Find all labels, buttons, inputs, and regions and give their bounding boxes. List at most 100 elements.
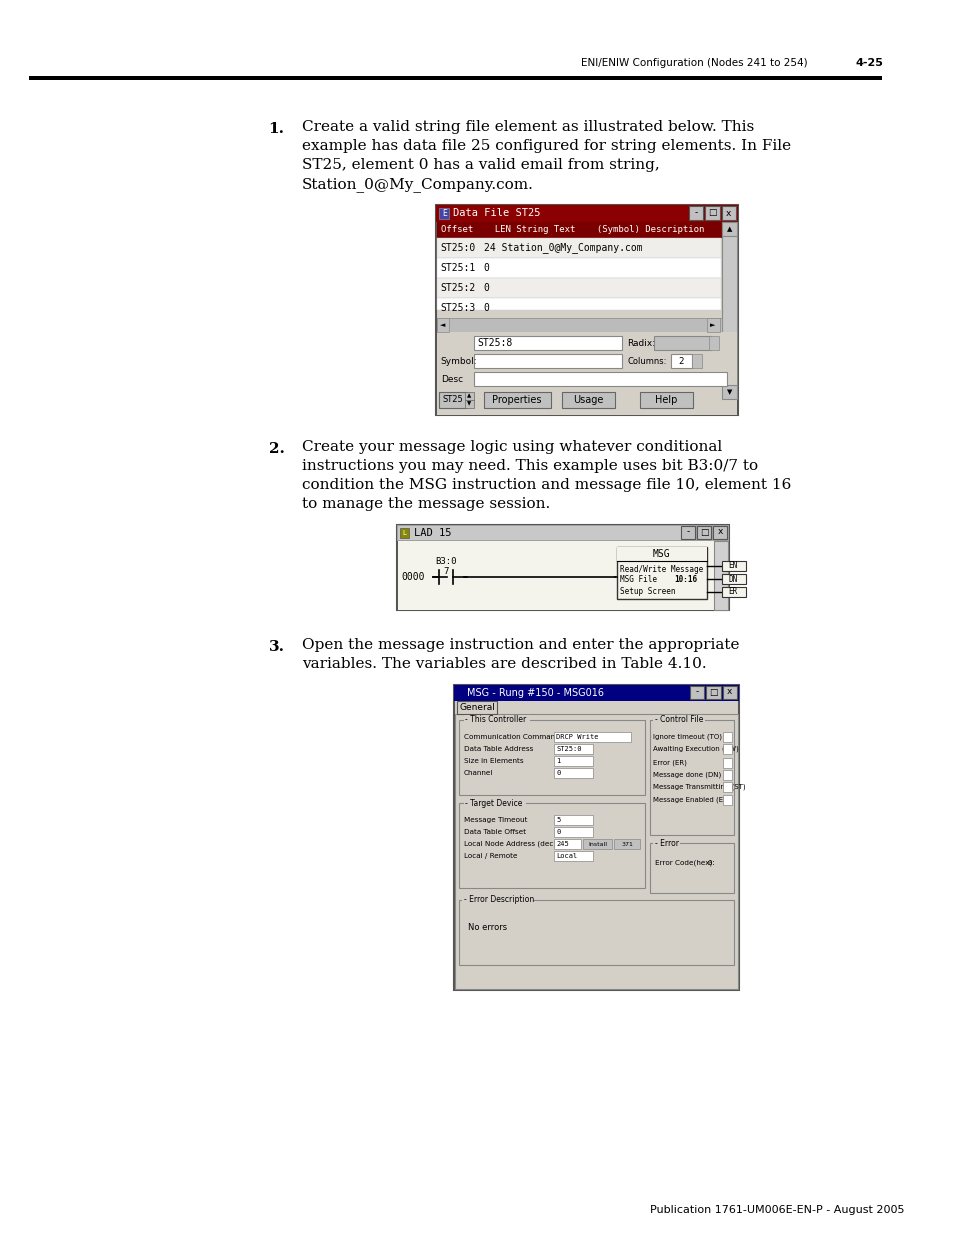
- Bar: [436, 332, 736, 415]
- Text: ►: ►: [710, 322, 715, 329]
- Text: MSG - Rung #150 - MSG016: MSG - Rung #150 - MSG016: [467, 688, 604, 698]
- Bar: [721, 732, 731, 742]
- Bar: [613, 839, 639, 848]
- Text: Offset    LEN String Text    (Symbol) Description: Offset LEN String Text (Symbol) Descript…: [440, 226, 703, 235]
- Text: - This Controller: - This Controller: [465, 715, 526, 725]
- Bar: [436, 205, 737, 222]
- Bar: [436, 258, 720, 278]
- Text: to manage the message session.: to manage the message session.: [302, 496, 550, 511]
- Text: ▼: ▼: [726, 389, 731, 395]
- Bar: [436, 298, 720, 310]
- Text: 1: 1: [556, 758, 560, 764]
- Text: 0: 0: [483, 303, 489, 312]
- Text: Install: Install: [587, 841, 606, 846]
- Text: Properties: Properties: [492, 395, 541, 405]
- Bar: [458, 803, 644, 888]
- Text: General: General: [458, 703, 495, 711]
- Text: Message done (DN): Message done (DN): [652, 772, 720, 778]
- Bar: [721, 795, 731, 805]
- Text: ENI/ENIW Configuration (Nodes 241 to 254): ENI/ENIW Configuration (Nodes 241 to 254…: [580, 58, 807, 68]
- Text: x: x: [726, 688, 732, 697]
- Bar: [720, 222, 736, 236]
- Bar: [653, 336, 710, 350]
- Text: LAD 15: LAD 15: [414, 529, 451, 538]
- Text: 1.: 1.: [269, 122, 284, 136]
- Bar: [720, 222, 736, 399]
- Bar: [436, 390, 736, 410]
- Text: 10:16: 10:16: [673, 576, 697, 584]
- Bar: [721, 758, 731, 768]
- Bar: [474, 336, 621, 350]
- Bar: [458, 900, 733, 965]
- Bar: [720, 587, 744, 597]
- Bar: [461, 895, 533, 905]
- Bar: [554, 732, 630, 742]
- Text: 7: 7: [443, 567, 449, 576]
- Text: - Error: - Error: [654, 839, 678, 847]
- Bar: [721, 685, 736, 699]
- Bar: [464, 400, 474, 408]
- Text: 371: 371: [620, 841, 632, 846]
- Bar: [463, 798, 525, 808]
- Text: □: □: [708, 688, 717, 697]
- Text: ER: ER: [728, 588, 737, 597]
- Text: - Target Device: - Target Device: [465, 799, 522, 808]
- Bar: [708, 336, 718, 350]
- Bar: [464, 391, 474, 400]
- Text: Size in Elements: Size in Elements: [463, 758, 522, 764]
- Bar: [554, 743, 592, 755]
- Text: Local Node Address (dec): Local Node Address (dec): [463, 841, 555, 847]
- Bar: [554, 839, 580, 848]
- Bar: [554, 756, 592, 766]
- Bar: [438, 207, 449, 219]
- Text: variables. The variables are described in Table 4.10.: variables. The variables are described i…: [302, 657, 706, 671]
- Bar: [396, 525, 728, 541]
- Text: EN: EN: [728, 562, 737, 571]
- Text: Communication Command: Communication Command: [463, 734, 558, 740]
- Bar: [463, 715, 530, 725]
- Text: Create a valid string file element as illustrated below. This: Create a valid string file element as il…: [302, 120, 754, 135]
- Text: instructions you may need. This example uses bit B3:0/7 to: instructions you may need. This example …: [302, 459, 758, 473]
- Text: - Error Description: - Error Description: [463, 895, 534, 904]
- Bar: [721, 743, 731, 755]
- Text: ST25:2: ST25:2: [440, 283, 476, 293]
- Bar: [483, 391, 550, 408]
- Bar: [616, 547, 706, 561]
- Text: ST25:1: ST25:1: [440, 263, 476, 273]
- Bar: [721, 769, 731, 781]
- Text: 2: 2: [679, 357, 683, 366]
- Bar: [436, 238, 720, 258]
- Text: Radix:: Radix:: [626, 338, 655, 347]
- Text: ST25:3: ST25:3: [440, 303, 476, 312]
- Text: Usage: Usage: [572, 395, 602, 405]
- Text: ▲: ▲: [726, 226, 731, 232]
- Text: 0: 0: [556, 829, 560, 835]
- Bar: [582, 839, 611, 848]
- Bar: [713, 541, 727, 610]
- Bar: [639, 391, 692, 408]
- Text: 0: 0: [483, 283, 489, 293]
- Bar: [554, 815, 592, 825]
- Bar: [454, 685, 738, 990]
- Text: L: L: [402, 530, 406, 536]
- Bar: [561, 391, 614, 408]
- Bar: [438, 391, 467, 408]
- Text: DRCP Write: DRCP Write: [556, 734, 598, 740]
- Bar: [696, 526, 710, 538]
- Text: Station_0@My_Company.com.: Station_0@My_Company.com.: [302, 177, 534, 191]
- Text: E: E: [441, 209, 446, 217]
- Text: example has data file 25 configured for string elements. In File: example has data file 25 configured for …: [302, 140, 790, 153]
- Bar: [455, 714, 737, 989]
- Text: 245: 245: [556, 841, 568, 847]
- Bar: [705, 685, 720, 699]
- Bar: [399, 529, 409, 538]
- Text: Symbol:: Symbol:: [440, 357, 476, 366]
- Bar: [649, 844, 733, 893]
- Text: B3:0: B3:0: [436, 557, 456, 566]
- Text: Read/Write Message: Read/Write Message: [619, 564, 703, 573]
- Text: Local / Remote: Local / Remote: [463, 853, 517, 860]
- Bar: [458, 720, 644, 795]
- Text: Setup Screen: Setup Screen: [619, 587, 675, 595]
- Text: Help: Help: [655, 395, 677, 405]
- Text: Error (ER): Error (ER): [652, 760, 686, 766]
